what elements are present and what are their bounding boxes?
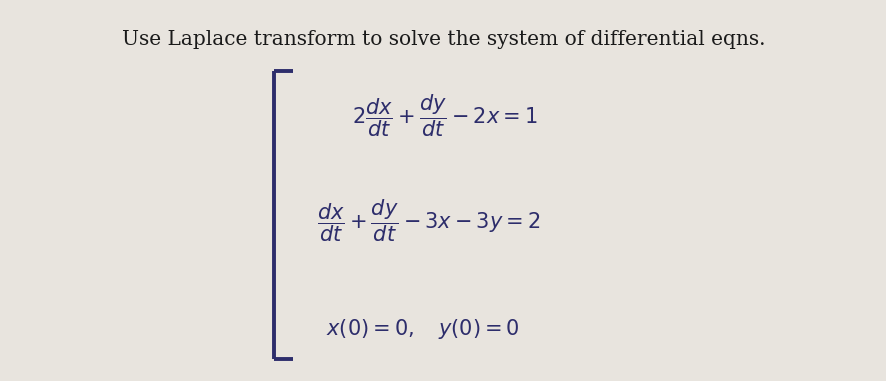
Text: Use Laplace transform to solve the system of differential eqns.: Use Laplace transform to solve the syste… bbox=[121, 30, 765, 49]
Text: $x(0)=0, \quad y(0)=0$: $x(0)=0, \quad y(0)=0$ bbox=[326, 317, 519, 341]
Text: $\dfrac{dx}{dt}+\dfrac{dy}{dt}-3x-3y=2$: $\dfrac{dx}{dt}+\dfrac{dy}{dt}-3x-3y=2$ bbox=[317, 197, 540, 243]
Text: $2\dfrac{dx}{dt}+\dfrac{dy}{dt}-2x=1$: $2\dfrac{dx}{dt}+\dfrac{dy}{dt}-2x=1$ bbox=[352, 93, 537, 139]
